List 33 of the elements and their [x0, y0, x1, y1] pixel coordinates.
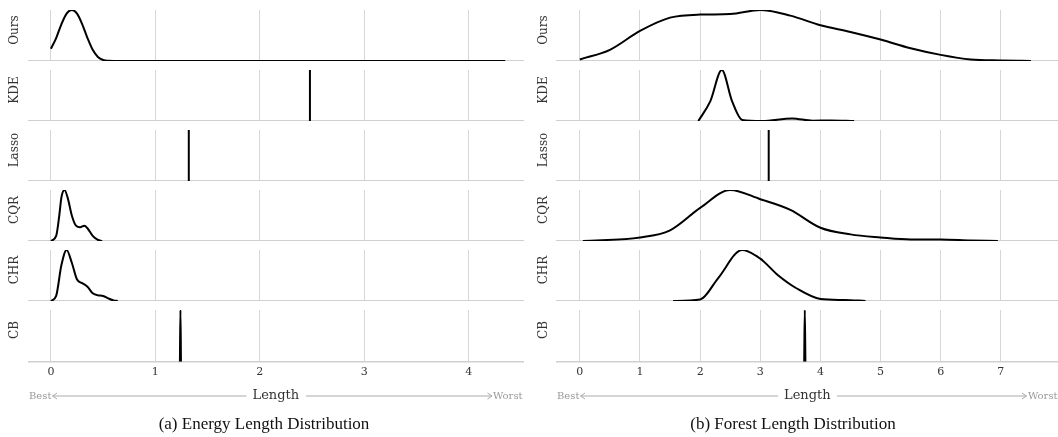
y-axis-title: Lasso	[7, 131, 21, 170]
x-tick-label: 0	[47, 365, 55, 379]
y-axis-title: CB	[7, 320, 21, 341]
x-axis-title: Length	[778, 387, 837, 402]
y-axis-title: Ours	[536, 14, 550, 47]
y-axis-title: CQR	[536, 194, 550, 227]
y-axis-title: CQR	[7, 194, 21, 227]
x-tick-label: 4	[465, 365, 473, 379]
y-axis-title: Ours	[7, 14, 21, 47]
x-tick-label: 6	[937, 365, 945, 379]
text: Best	[557, 390, 580, 401]
y-axis-title: CHR	[7, 254, 21, 287]
text: (b) Forest Length Distribution	[689, 414, 897, 434]
x-tick-label: 3	[360, 365, 368, 379]
x-tick-label: 3	[756, 365, 764, 379]
text: Worst	[1028, 390, 1058, 401]
x-tick-label: 1	[151, 365, 159, 379]
y-axis-title: KDE	[536, 75, 550, 106]
y-axis-title: KDE	[7, 75, 21, 106]
y-axis-title: Lasso	[536, 131, 550, 170]
x-tick-label: 2	[256, 365, 264, 379]
x-tick-label: 7	[997, 365, 1005, 379]
x-tick-label: 4	[816, 365, 824, 379]
text: Best	[29, 390, 52, 401]
y-axis-title: CB	[536, 320, 550, 341]
x-axis-title: Length	[246, 387, 306, 402]
x-tick-label: 1	[636, 365, 644, 379]
y-axis-title: CHR	[536, 254, 550, 287]
x-tick-label: 0	[576, 365, 584, 379]
x-tick-label: 5	[877, 365, 885, 379]
text: Worst	[493, 390, 523, 401]
text: (a) Energy Length Distribution	[157, 414, 371, 434]
x-tick-label: 2	[696, 365, 704, 379]
